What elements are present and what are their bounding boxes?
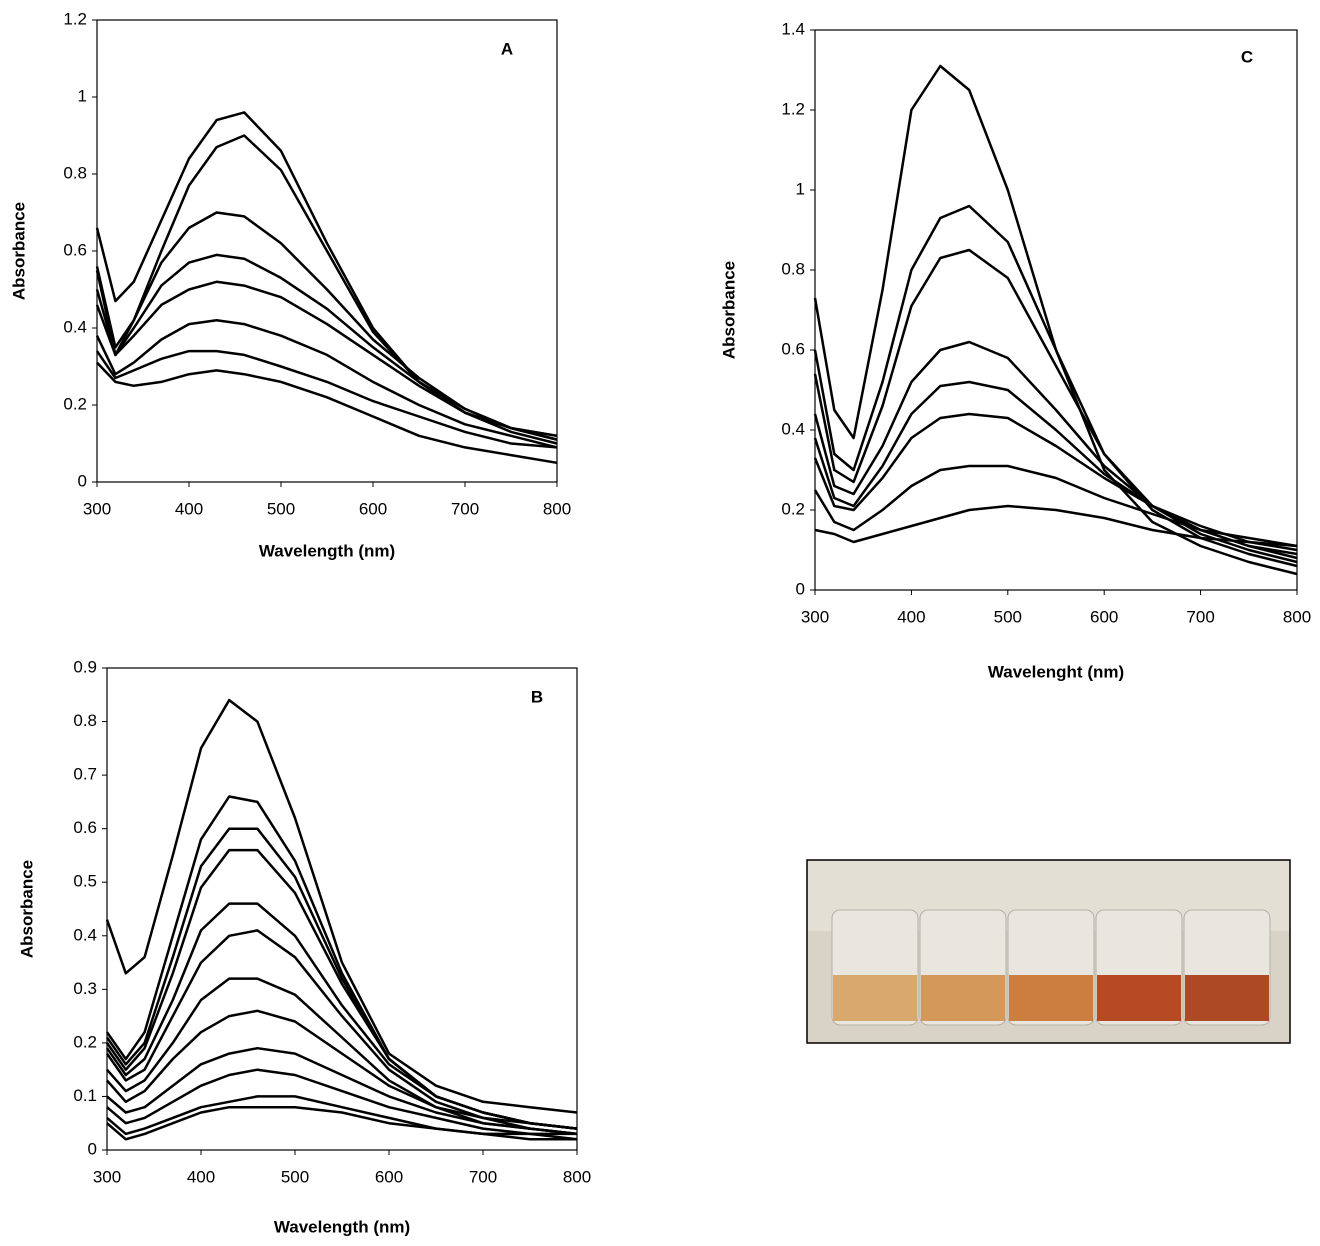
y-tick-label: 0.4 — [63, 317, 87, 336]
y-tick-label: 0.7 — [73, 765, 97, 784]
plot-frame — [96, 19, 558, 483]
x-tick-label: 700 — [1186, 607, 1214, 626]
spectrum-line — [814, 504, 1298, 548]
vial-photo — [806, 859, 1291, 1044]
x-tick-label: 800 — [1283, 607, 1311, 626]
plot-frame — [106, 667, 578, 1151]
spectrum-line — [105, 698, 578, 1114]
spectrum-line — [96, 361, 558, 465]
y-axis-label: Absorbance — [719, 261, 738, 359]
y-tick-label: 0.1 — [73, 1086, 97, 1105]
y-tick-label: 0.9 — [73, 657, 97, 676]
spectrum-line — [106, 1068, 577, 1136]
x-tick-label: 300 — [83, 499, 111, 518]
panel-label: C — [1241, 47, 1253, 66]
y-tick-label: 0.8 — [781, 259, 805, 278]
x-tick-label: 400 — [175, 499, 203, 518]
y-tick-label: 0.4 — [781, 419, 805, 438]
x-tick-label: 500 — [994, 607, 1022, 626]
y-tick-label: 1 — [78, 86, 87, 105]
y-tick-label: 0.6 — [781, 339, 805, 358]
chart: 0 0.2 0.4 0.6 0.8 1 1.2 1.4 300 400 500 600 700 800 C W… — [719, 19, 1311, 681]
spectrum-line — [106, 977, 578, 1136]
spectrum-line — [106, 1105, 577, 1141]
y-tick-label: 1.2 — [63, 9, 87, 28]
x-tick-label: 400 — [187, 1167, 215, 1186]
x-tick-label: 400 — [897, 607, 925, 626]
chart: 0 0.2 0.4 0.6 0.8 1 1.2 300 400 500 600 700 800 A Wave… — [9, 9, 571, 560]
vial — [1007, 909, 1095, 1026]
y-tick-label: 0.3 — [73, 979, 97, 998]
spectrum-line — [813, 64, 1298, 576]
x-tick-label: 300 — [801, 607, 829, 626]
panel-label: A — [501, 39, 513, 58]
vial — [831, 909, 919, 1026]
y-tick-label: 0.5 — [73, 872, 97, 891]
x-tick-label: 600 — [1090, 607, 1118, 626]
y-tick-label: 0.6 — [73, 818, 97, 837]
spectrum-line — [95, 111, 558, 441]
y-axis-label: Absorbance — [17, 860, 36, 958]
x-tick-label: 300 — [93, 1167, 121, 1186]
x-tick-label: 700 — [469, 1167, 497, 1186]
spectrum-line — [95, 280, 558, 445]
spectrum-line — [813, 340, 1298, 560]
chart: 0 0.1 0.2 0.3 0.4 0.5 0.6 0.7 0.8 0.9 300 400 500 600… — [17, 657, 591, 1236]
spectrum-line — [95, 319, 558, 449]
spectrum-line — [813, 204, 1298, 568]
x-tick-label: 600 — [359, 499, 387, 518]
y-tick-label: 0.6 — [63, 240, 87, 259]
spectrum-line — [813, 412, 1298, 552]
x-tick-label: 700 — [451, 499, 479, 518]
spectrum-line — [105, 902, 578, 1130]
y-tick-label: 0.4 — [73, 925, 97, 944]
x-tick-label: 600 — [375, 1167, 403, 1186]
spectrum-line — [813, 464, 1298, 548]
y-tick-label: 0.8 — [73, 711, 97, 730]
plot-frame — [814, 29, 1298, 591]
y-tick-label: 0.8 — [63, 163, 87, 182]
y-tick-label: 1.2 — [781, 99, 805, 118]
x-axis-label: Wavelength (nm) — [259, 541, 395, 560]
spectrum-line — [95, 253, 558, 441]
spectrum-line — [813, 380, 1298, 556]
panel-label: B — [531, 687, 543, 706]
x-tick-label: 500 — [281, 1167, 309, 1186]
y-tick-label: 1 — [796, 179, 805, 198]
x-tick-label: 800 — [543, 499, 571, 518]
y-tick-label: 0 — [78, 471, 87, 490]
x-tick-label: 500 — [267, 499, 295, 518]
spectrum-line — [813, 248, 1298, 564]
spectrum-line — [106, 1046, 578, 1136]
spectrum-line — [95, 134, 558, 438]
y-tick-label: 0.2 — [781, 499, 805, 518]
x-axis-label: Wavelength (nm) — [274, 1217, 410, 1236]
y-tick-label: 0.2 — [73, 1032, 97, 1051]
vial — [1183, 909, 1271, 1026]
vial — [1095, 909, 1183, 1026]
y-axis-label: Absorbance — [9, 202, 28, 300]
spectrum-line — [95, 349, 558, 449]
y-tick-label: 0.2 — [63, 394, 87, 413]
y-tick-label: 1.4 — [781, 19, 805, 38]
y-tick-label: 0 — [88, 1139, 97, 1158]
y-tick-label: 0 — [796, 579, 805, 598]
vial — [919, 909, 1007, 1026]
x-tick-label: 800 — [563, 1167, 591, 1186]
x-axis-label: Wavelenght (nm) — [988, 662, 1124, 681]
